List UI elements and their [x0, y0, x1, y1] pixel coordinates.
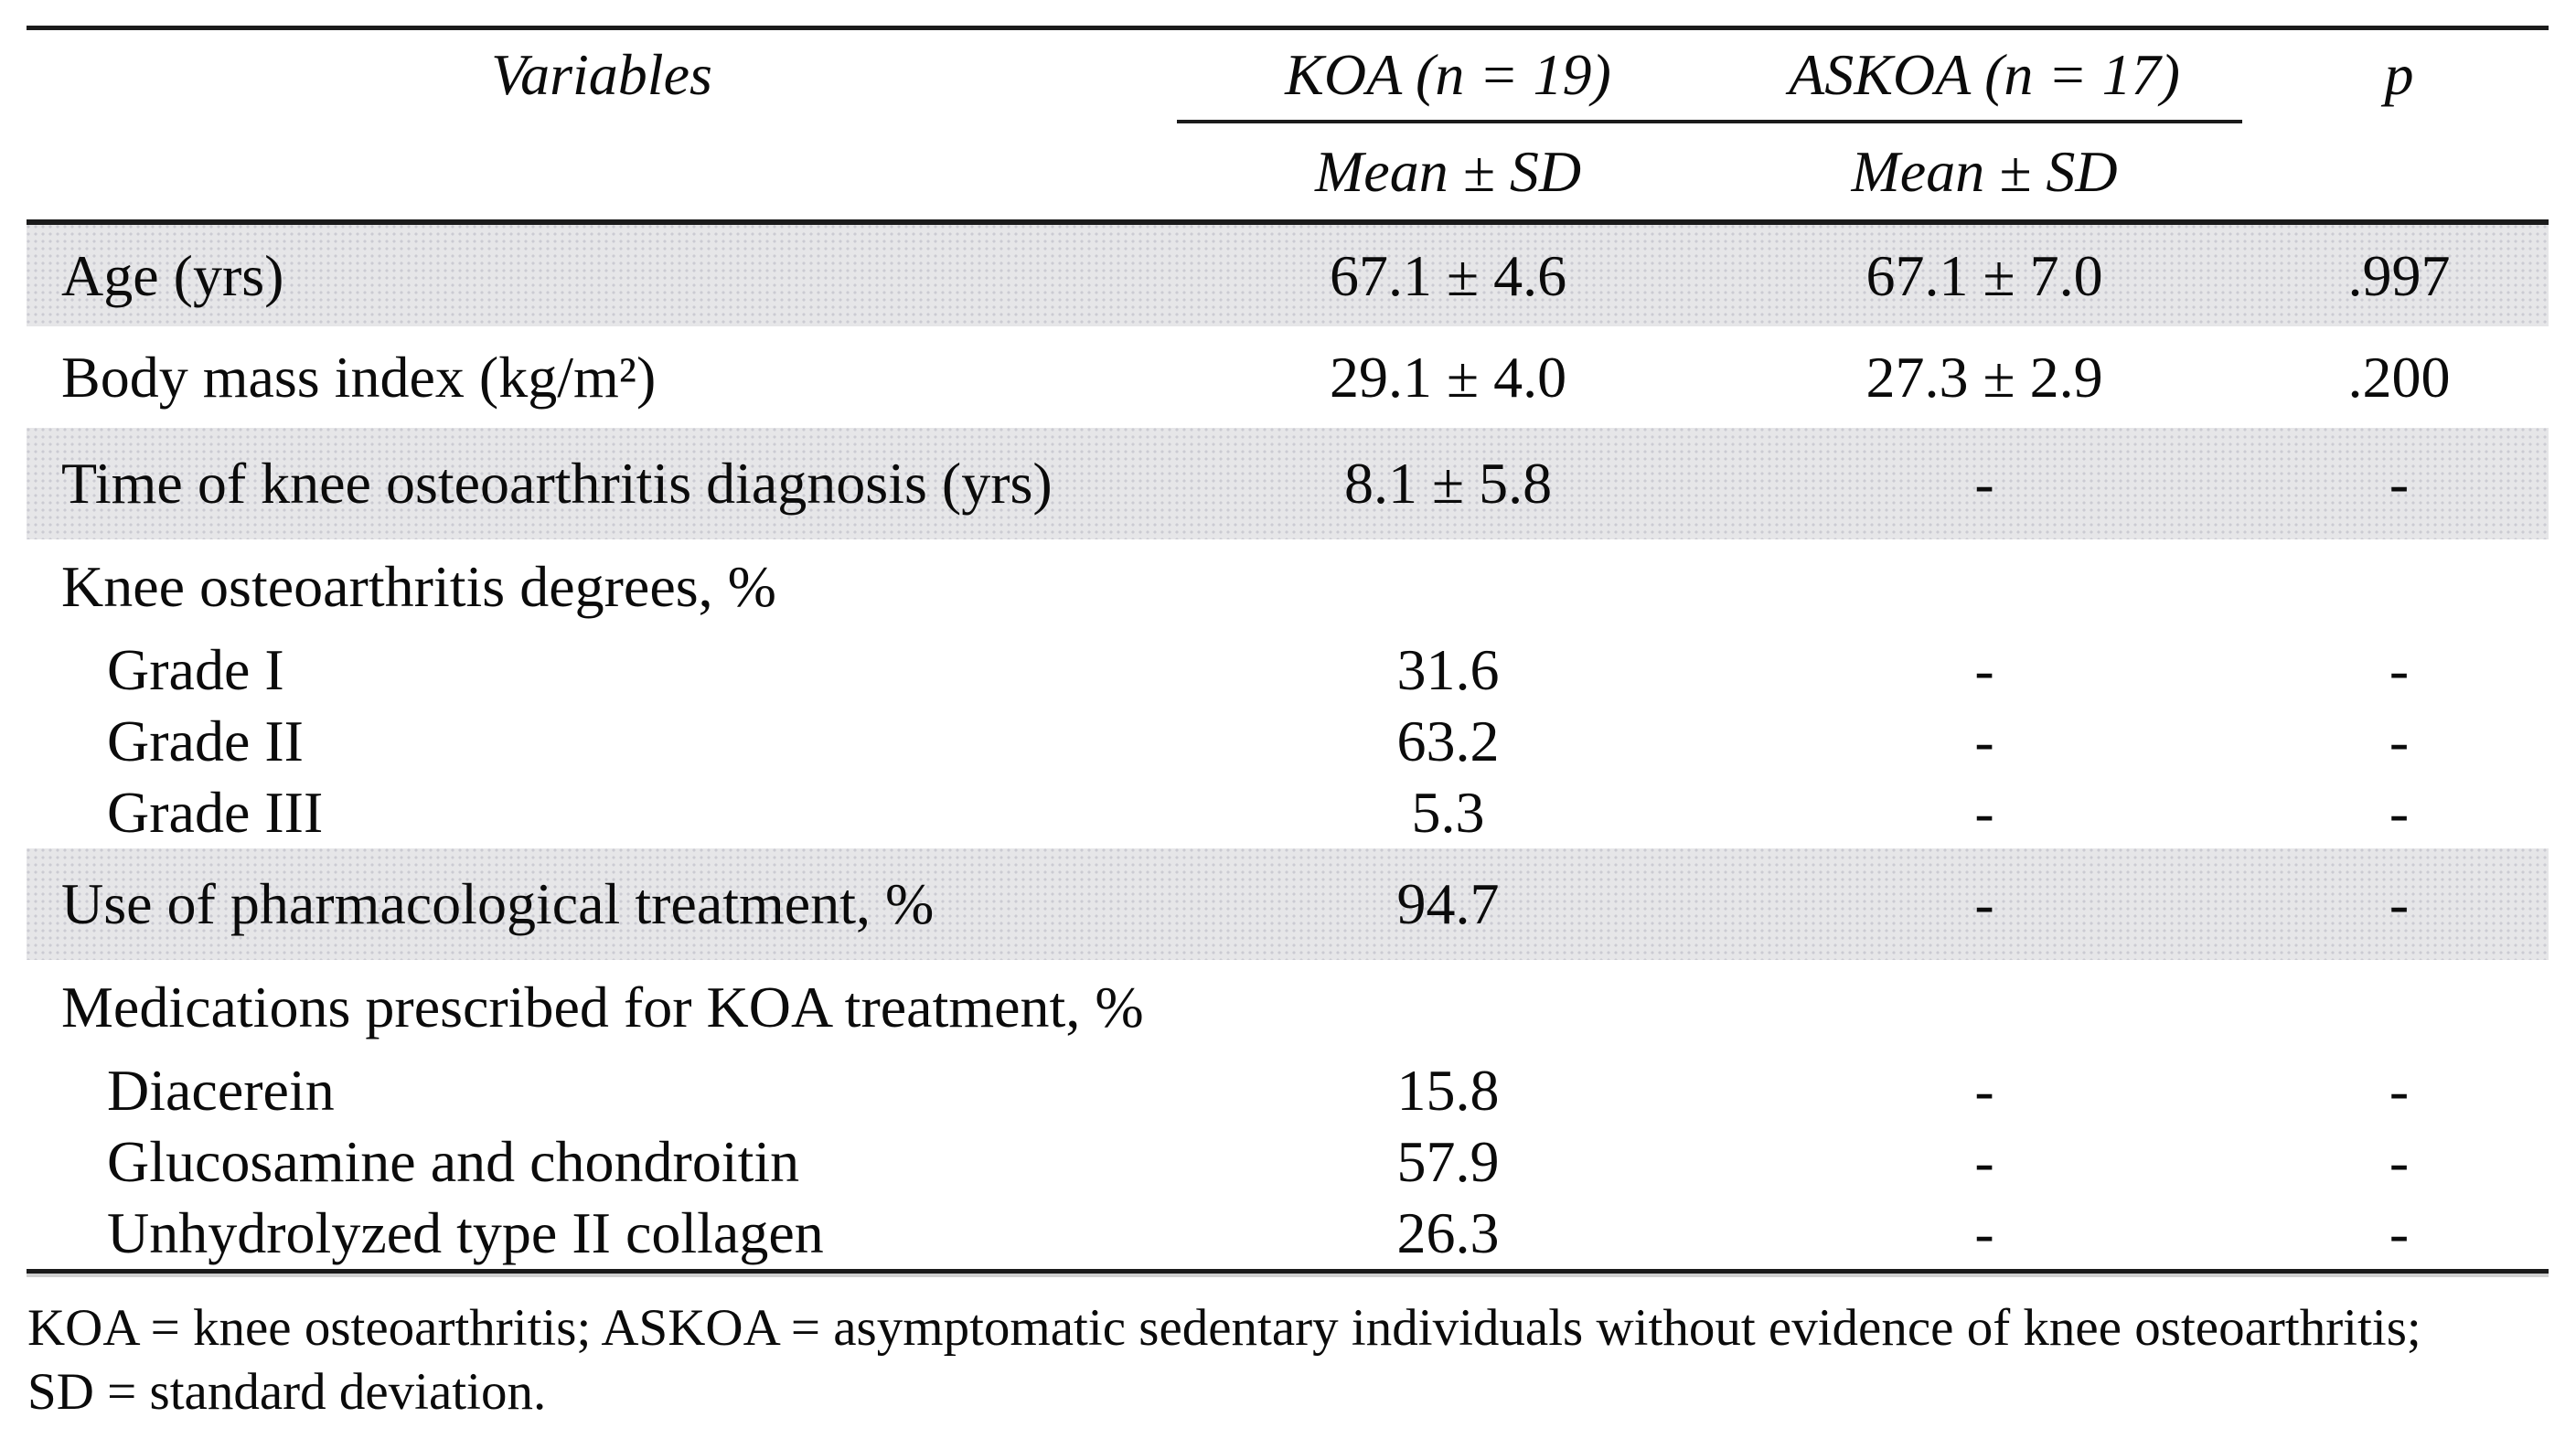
table-bottom-rule [27, 1269, 2549, 1274]
askoa-value-cell: - [1974, 451, 1994, 516]
p-value-cell: - [2389, 1129, 2410, 1194]
table-row: Age (yrs) 67.1 ± 4.6 67.1 ± 7.0 .997 [27, 225, 2549, 326]
study-characteristics-table: Variables KOA (n = 19) ASKOA (n = 17) p … [27, 0, 2549, 1439]
koa-value-cell: 57.9 [1396, 1129, 1500, 1194]
p-value-cell: .997 [2347, 242, 2451, 308]
koa-value-cell: 67.1 ± 4.6 [1329, 242, 1567, 308]
table-top-rule [27, 26, 2549, 30]
askoa-value-cell: - [1974, 1058, 1994, 1123]
header-p-value: p [2384, 42, 2414, 107]
p-value-cell: .200 [2347, 344, 2451, 410]
header-group-koa: KOA (n = 19) [1285, 42, 1611, 107]
koa-value-cell [1177, 960, 1719, 1055]
p-value-cell: - [2389, 451, 2410, 516]
askoa-value-cell: - [1974, 1129, 1994, 1194]
askoa-value-cell: 67.1 ± 7.0 [1865, 242, 2103, 308]
askoa-value-cell: - [1974, 780, 1994, 845]
variable-label-cell: Diacerein [107, 1058, 335, 1123]
askoa-value-cell: - [1974, 871, 1994, 936]
table-row: Diacerein 15.8 - - [27, 1055, 2549, 1126]
p-value-cell: - [2389, 780, 2410, 845]
variable-label-cell: Medications prescribed for KOA treatment… [61, 975, 1144, 1039]
subheader-spacer [2250, 123, 2549, 219]
p-value-cell [2250, 960, 2549, 1055]
table-row: Time of knee osteoarthritis diagnosis (y… [27, 428, 2549, 539]
p-value-cell: - [2389, 871, 2410, 936]
table-row: Glucosamine and chondroitin 57.9 - - [27, 1126, 2549, 1198]
table-row: Grade I 31.6 - - [27, 634, 2549, 706]
koa-value-cell: 31.6 [1396, 637, 1500, 702]
koa-value-cell: 15.8 [1396, 1058, 1500, 1123]
variable-label-cell: Grade I [107, 637, 284, 702]
askoa-value-cell [1719, 960, 2250, 1055]
variable-label-cell: Grade III [107, 780, 324, 845]
variable-label-cell: Age (yrs) [61, 242, 284, 308]
p-value-cell: - [2389, 637, 2410, 702]
footnote-line-2: SD = standard deviation. [27, 1363, 547, 1421]
header-body-divider-rule [27, 219, 2549, 225]
askoa-value-cell: 27.3 ± 2.9 [1865, 344, 2103, 410]
p-value-cell: - [2389, 709, 2410, 773]
koa-value-cell: 63.2 [1396, 709, 1500, 773]
askoa-value-cell [1719, 539, 2250, 634]
subheader-mean-sd-koa: Mean ± SD [1314, 138, 1582, 204]
variable-label-cell: Glucosamine and chondroitin [107, 1129, 800, 1194]
table-row: Medications prescribed for KOA treatment… [27, 960, 2549, 1055]
p-value-cell [2250, 539, 2549, 634]
koa-value-cell: 5.3 [1411, 780, 1485, 845]
table-subheader-row: Mean ± SD Mean ± SD [27, 123, 2549, 219]
variable-label-cell: Unhydrolyzed type II collagen [107, 1200, 824, 1265]
table-row: Body mass index (kg/m²) 29.1 ± 4.0 27.3 … [27, 326, 2549, 428]
variable-label-cell: Grade II [107, 709, 304, 773]
koa-value-cell [1177, 539, 1719, 634]
variable-label-cell: Time of knee osteoarthritis diagnosis (y… [61, 451, 1053, 516]
table-row: Knee osteoarthritis degrees, % [27, 539, 2549, 634]
table-row: Use of pharmacological treatment, % 94.7… [27, 848, 2549, 960]
askoa-value-cell: - [1974, 709, 1994, 773]
footnote-line-1: KOA = knee osteoarthritis; ASKOA = asymp… [27, 1299, 2421, 1357]
variable-label-cell: Body mass index (kg/m²) [61, 344, 657, 410]
variable-label-cell: Knee osteoarthritis degrees, % [61, 554, 776, 619]
table-header-row: Variables KOA (n = 19) ASKOA (n = 17) p [27, 30, 2549, 120]
table-row: Grade III 5.3 - - [27, 777, 2549, 848]
subheader-mean-sd-askoa: Mean ± SD [1851, 138, 2118, 204]
header-variables: Variables [491, 42, 712, 107]
table-row: Unhydrolyzed type II collagen 26.3 - - [27, 1198, 2549, 1269]
variable-label-cell: Use of pharmacological treatment, % [61, 871, 935, 936]
table-footnote: KOA = knee osteoarthritis; ASKOA = asymp… [27, 1296, 2576, 1424]
askoa-value-cell: - [1974, 637, 1994, 702]
koa-value-cell: 8.1 ± 5.8 [1343, 451, 1553, 516]
p-value-cell: - [2389, 1200, 2410, 1265]
p-value-cell: - [2389, 1058, 2410, 1123]
koa-value-cell: 29.1 ± 4.0 [1329, 344, 1567, 410]
koa-value-cell: 94.7 [1396, 871, 1500, 936]
askoa-value-cell: - [1974, 1200, 1994, 1265]
table-rows: Age (yrs) 67.1 ± 4.6 67.1 ± 7.0 .997 Bod… [27, 225, 2549, 1269]
header-group-askoa: ASKOA (n = 17) [1789, 42, 2180, 107]
koa-value-cell: 26.3 [1396, 1200, 1500, 1265]
table-row: Grade II 63.2 - - [27, 706, 2549, 777]
group-header-underline [1177, 120, 2242, 123]
subheader-spacer [27, 123, 1177, 219]
